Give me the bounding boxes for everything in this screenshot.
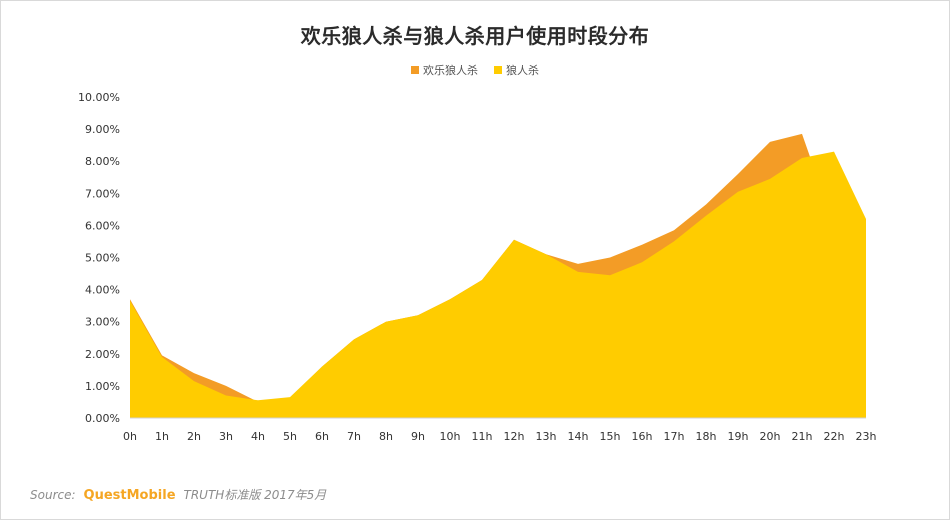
x-tick-label: 21h <box>792 430 813 443</box>
y-tick-label: 8.00% <box>85 155 120 168</box>
x-tick-label: 23h <box>856 430 877 443</box>
chart-legend: 欢乐狼人杀 狼人杀 <box>0 62 950 78</box>
x-tick-label: 13h <box>536 430 557 443</box>
area-series-1 <box>130 151 866 418</box>
source-brand: QuestMobile <box>83 488 176 503</box>
y-tick-label: 5.00% <box>85 252 120 265</box>
x-tick-label: 16h <box>632 430 653 443</box>
legend-item-series-0: 欢乐狼人杀 <box>411 62 478 78</box>
y-tick-label: 10.00% <box>78 91 120 104</box>
x-tick-label: 6h <box>315 430 329 443</box>
y-tick-label: 2.00% <box>85 348 120 361</box>
x-tick-label: 7h <box>347 430 361 443</box>
x-tick-label: 17h <box>664 430 685 443</box>
legend-swatch-series-0 <box>411 66 419 74</box>
x-tick-label: 2h <box>187 430 201 443</box>
x-tick-label: 4h <box>251 430 265 443</box>
x-tick-label: 20h <box>760 430 781 443</box>
y-tick-label: 0.00% <box>85 412 120 425</box>
legend-label-series-1: 狼人杀 <box>506 64 539 77</box>
x-tick-label: 12h <box>504 430 525 443</box>
source-edition: TRUTH标准版 2017年5月 <box>183 488 327 502</box>
x-tick-label: 1h <box>155 430 169 443</box>
y-tick-label: 1.00% <box>85 380 120 393</box>
x-tick-label: 19h <box>728 430 749 443</box>
y-tick-label: 4.00% <box>85 284 120 297</box>
x-tick-label: 10h <box>440 430 461 443</box>
legend-swatch-series-1 <box>494 66 502 74</box>
y-tick-label: 9.00% <box>85 123 120 136</box>
legend-item-series-1: 狼人杀 <box>494 62 539 78</box>
x-tick-label: 5h <box>283 430 297 443</box>
x-tick-label: 11h <box>472 430 493 443</box>
source-label: Source: <box>30 488 76 502</box>
x-tick-label: 0h <box>123 430 137 443</box>
chart-title: 欢乐狼人杀与狼人杀用户使用时段分布 <box>300 24 650 48</box>
x-tick-label: 22h <box>824 430 845 443</box>
x-tick-label: 9h <box>411 430 425 443</box>
x-tick-label: 14h <box>568 430 589 443</box>
x-tick-label: 3h <box>219 430 233 443</box>
source-footer: Source: QuestMobile TRUTH标准版 2017年5月 <box>30 486 326 503</box>
y-tick-label: 6.00% <box>85 219 120 232</box>
x-tick-label: 8h <box>379 430 393 443</box>
y-tick-label: 3.00% <box>85 316 120 329</box>
legend-label-series-0: 欢乐狼人杀 <box>423 64 478 77</box>
y-tick-label: 7.00% <box>85 187 120 200</box>
x-tick-label: 18h <box>696 430 717 443</box>
x-tick-label: 15h <box>600 430 621 443</box>
